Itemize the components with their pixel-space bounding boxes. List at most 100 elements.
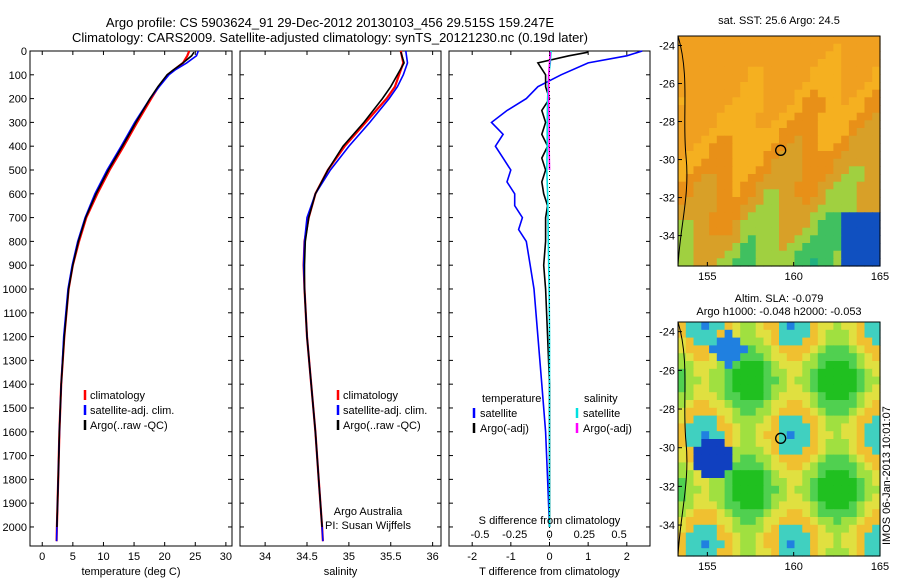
x2-tick-label-0: -0.5 bbox=[470, 529, 489, 541]
x-tick-label-difference-4: 2 bbox=[624, 551, 630, 563]
sst-map-title: sat. SST: 25.6 Argo: 24.5 bbox=[718, 15, 840, 27]
x-tick-label-salinity-1: 34.5 bbox=[296, 551, 317, 563]
map-y-tick-label-sst-map-4: -32 bbox=[659, 193, 675, 205]
x-tick-label-temperature-5: 25 bbox=[189, 551, 201, 563]
map-x-tick-label-sst-map-0: 155 bbox=[698, 271, 716, 283]
x-tick-label-salinity-4: 36 bbox=[427, 551, 439, 563]
legend-label-difference-2: satellite bbox=[583, 408, 620, 420]
series-line-difference-0 bbox=[490, 50, 643, 528]
y-tick-label-3: 300 bbox=[9, 117, 27, 129]
y-tick-label-11: 1100 bbox=[3, 308, 27, 320]
x-tick-label-temperature-4: 20 bbox=[159, 551, 171, 563]
panel-frame-salinity bbox=[239, 50, 442, 547]
map-x-tick-label-sst-map-1: 160 bbox=[784, 271, 802, 283]
x-tick-label-difference-3: 1 bbox=[585, 551, 591, 563]
x-tick-label-temperature-3: 15 bbox=[128, 551, 140, 563]
y-tick-label-5: 500 bbox=[9, 165, 27, 177]
sla-map-subtitle: Argo h1000: -0.048 h2000: -0.053 bbox=[696, 306, 862, 318]
y-tick-label-15: 1500 bbox=[3, 403, 27, 415]
chart-title-line2: Climatology: CARS2009. Satellite-adjuste… bbox=[72, 30, 588, 45]
y-tick-label-12: 1200 bbox=[3, 332, 27, 344]
legend-label-temperature-2: Argo(..raw -QC) bbox=[90, 420, 168, 432]
map-y-tick-label-sla-map-1: -26 bbox=[659, 365, 675, 377]
y-tick-label-8: 800 bbox=[9, 236, 27, 248]
legend-header-salinity: salinity bbox=[584, 393, 618, 405]
x-tick-label-salinity-3: 35.5 bbox=[380, 551, 401, 563]
y-tick-label-20: 2000 bbox=[3, 522, 27, 534]
x-tick-label-salinity-2: 35 bbox=[343, 551, 355, 563]
x-tick-label-difference-2: 0 bbox=[546, 551, 552, 563]
y-tick-label-19: 1900 bbox=[3, 498, 27, 510]
series-line-difference-1 bbox=[536, 51, 589, 527]
map-frame-sla-map bbox=[677, 321, 881, 557]
x2-axis-label: S difference from climatology bbox=[479, 515, 621, 527]
x-tick-label-temperature-0: 0 bbox=[39, 551, 45, 563]
x-axis-label-salinity: salinity bbox=[324, 566, 358, 578]
map-x-tick-label-sla-map-0: 155 bbox=[698, 561, 716, 573]
series-line-temperature-2 bbox=[56, 51, 195, 528]
map-y-tick-label-sst-map-3: -30 bbox=[659, 155, 675, 167]
y-tick-label-7: 700 bbox=[9, 213, 27, 225]
annotation-0: Argo Australia bbox=[334, 506, 403, 518]
y-tick-label-0: 0 bbox=[21, 46, 27, 58]
y-tick-label-16: 1600 bbox=[3, 427, 27, 439]
y-tick-label-18: 1800 bbox=[3, 474, 27, 486]
map-y-tick-label-sst-map-2: -28 bbox=[659, 117, 675, 129]
y-tick-label-10: 1000 bbox=[3, 284, 27, 296]
y-tick-label-4: 400 bbox=[9, 141, 27, 153]
x2-tick-label-1: -0.25 bbox=[502, 529, 527, 541]
legend-label-salinity-0: climatology bbox=[343, 390, 399, 402]
coastline-sla-map bbox=[677, 321, 688, 557]
map-y-tick-label-sla-map-5: -34 bbox=[659, 520, 675, 532]
series-line-salinity-2 bbox=[303, 51, 405, 528]
x-tick-label-salinity-0: 34 bbox=[259, 551, 271, 563]
series-line-difference-3 bbox=[547, 52, 552, 171]
x2-tick-label-2: 0 bbox=[546, 529, 552, 541]
map-y-tick-label-sst-map-5: -34 bbox=[659, 231, 675, 243]
y-tick-label-2: 200 bbox=[9, 94, 27, 106]
argo-position-marker-sst-map bbox=[775, 144, 787, 156]
map-y-tick-label-sla-map-3: -30 bbox=[659, 443, 675, 455]
chart-title-line1: Argo profile: CS 5903624_91 29-Dec-2012 … bbox=[105, 15, 555, 30]
y-tick-label-13: 1300 bbox=[3, 355, 27, 367]
y-tick-label-14: 1400 bbox=[3, 379, 27, 391]
map-sla-map bbox=[678, 322, 881, 557]
sla-map-title: Altim. SLA: -0.079 bbox=[734, 293, 824, 305]
legend-label-temperature-0: climatology bbox=[90, 390, 146, 402]
map-x-tick-label-sla-map-2: 165 bbox=[871, 561, 889, 573]
map-y-tick-label-sst-map-1: -26 bbox=[659, 79, 675, 91]
y-tick-label-1: 100 bbox=[9, 70, 27, 82]
map-y-tick-label-sla-map-2: -28 bbox=[659, 404, 675, 416]
x2-tick-label-3: 0.25 bbox=[574, 529, 595, 541]
map-y-tick-label-sla-map-4: -32 bbox=[659, 481, 675, 493]
legend-label-difference-0: satellite bbox=[480, 408, 517, 420]
panel-frame-temperature bbox=[29, 50, 233, 547]
legend-label-temperature-1: satellite-adj. clim. bbox=[90, 405, 174, 417]
x-tick-label-difference-1: -1 bbox=[506, 551, 516, 563]
map-y-tick-label-sst-map-0: -24 bbox=[659, 41, 675, 53]
imos-timestamp: IMOS 06-Jan-2013 10:01:07 bbox=[881, 406, 893, 545]
x-tick-label-difference-0: -2 bbox=[467, 551, 477, 563]
legend-label-difference-3: Argo(-adj) bbox=[583, 423, 632, 435]
x-tick-label-temperature-1: 5 bbox=[70, 551, 76, 563]
argo-position-marker-sla-map bbox=[775, 432, 787, 444]
map-y-tick-label-sla-map-0: -24 bbox=[659, 327, 675, 339]
x-tick-label-temperature-6: 30 bbox=[220, 551, 232, 563]
legend-label-salinity-2: Argo(..raw -QC) bbox=[343, 420, 421, 432]
y-tick-label-6: 600 bbox=[9, 189, 27, 201]
annotation-1: PI: Susan Wijffels bbox=[325, 520, 411, 532]
x-tick-label-temperature-2: 10 bbox=[97, 551, 109, 563]
map-sst-map bbox=[678, 36, 881, 267]
map-x-tick-label-sla-map-1: 160 bbox=[784, 561, 802, 573]
y-tick-label-17: 1700 bbox=[3, 451, 27, 463]
map-frame-sst-map bbox=[677, 35, 881, 267]
coastline-sst-map bbox=[677, 35, 688, 267]
legend-label-difference-1: Argo(-adj) bbox=[480, 423, 529, 435]
legend-header-temperature: temperature bbox=[482, 393, 541, 405]
y-tick-label-9: 900 bbox=[9, 260, 27, 272]
map-x-tick-label-sst-map-2: 165 bbox=[871, 271, 889, 283]
legend-label-salinity-1: satellite-adj. clim. bbox=[343, 405, 427, 417]
x2-tick-label-4: 0.5 bbox=[611, 529, 626, 541]
x-axis-label-difference: T difference from climatology bbox=[479, 566, 620, 578]
